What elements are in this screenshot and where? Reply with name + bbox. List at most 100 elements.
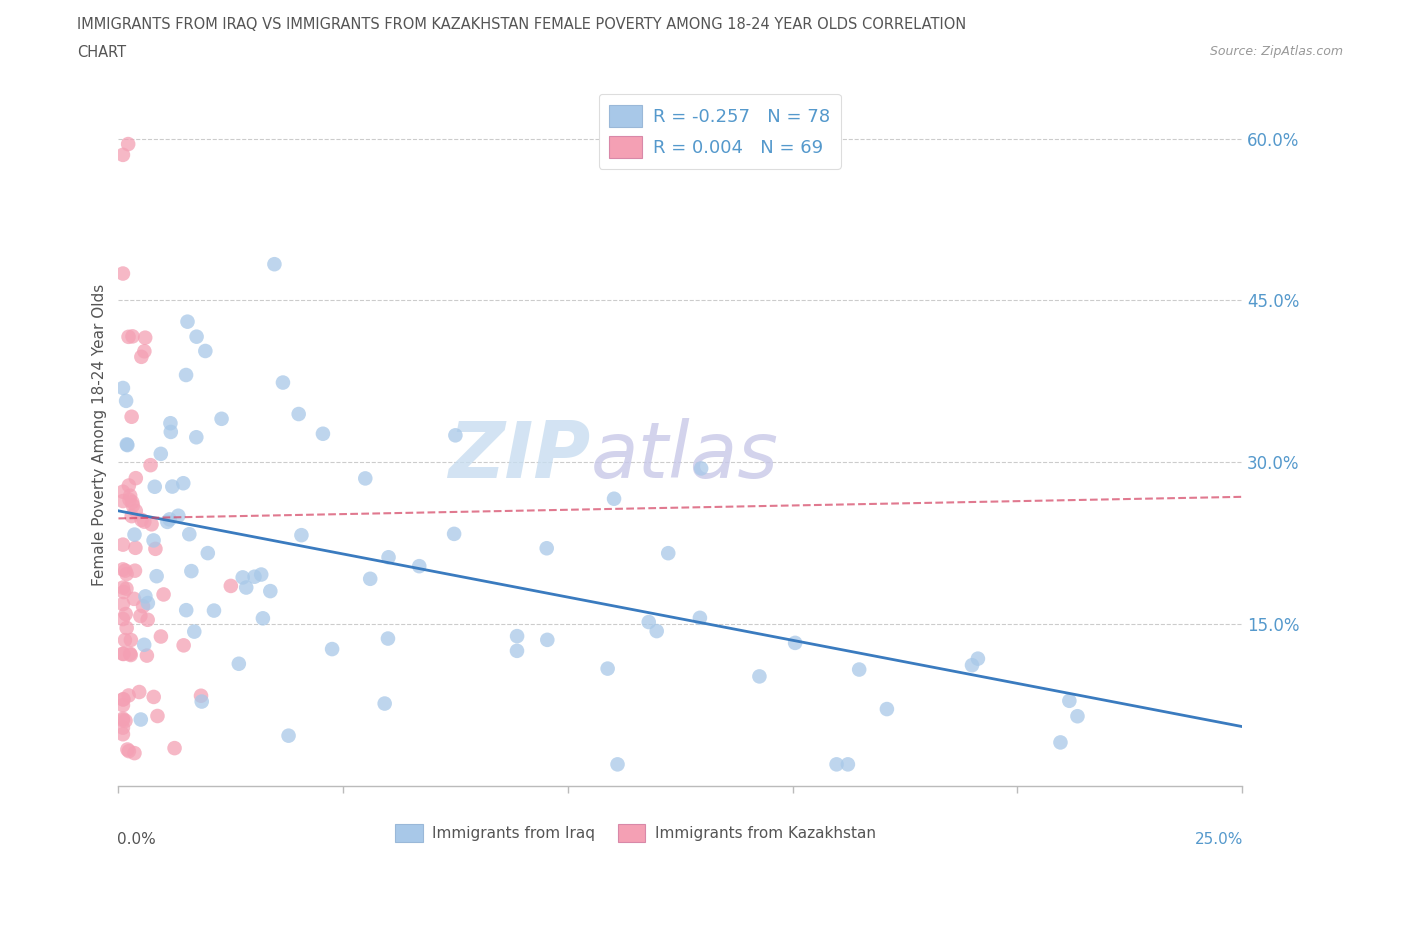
Point (163, 740, 186, 755)
Point (243, 569, 266, 584)
Text: IMMIGRANTS FROM IRAQ VS IMMIGRANTS FROM KAZAKHSTAN FEMALE POVERTY AMONG 18-24 YE: IMMIGRANTS FROM IRAQ VS IMMIGRANTS FROM … (77, 17, 966, 32)
Point (122, 591, 145, 606)
Point (202, 604, 225, 618)
Legend: Immigrants from Iraq, Immigrants from Kazakhstan: Immigrants from Iraq, Immigrants from Ka… (389, 817, 882, 848)
Point (117, 329, 139, 344)
Point (290, 527, 312, 542)
Point (111, 692, 134, 707)
Point (167, 509, 190, 524)
Point (114, 713, 136, 728)
Point (967, 651, 990, 666)
Point (506, 629, 529, 644)
Point (606, 757, 628, 772)
Point (690, 461, 713, 476)
Point (124, 564, 146, 578)
Point (785, 635, 807, 650)
Point (277, 728, 299, 743)
Point (111, 646, 134, 661)
Point (444, 428, 467, 443)
Point (142, 689, 165, 704)
Point (354, 471, 377, 485)
Point (111, 494, 134, 509)
Point (146, 709, 169, 724)
Text: atlas: atlas (591, 418, 779, 495)
Point (183, 624, 205, 639)
Point (159, 424, 181, 439)
Point (121, 498, 143, 513)
Point (141, 517, 163, 532)
Point (111, 580, 134, 595)
Text: 0.0%: 0.0% (117, 831, 156, 846)
Point (825, 757, 848, 772)
Point (111, 485, 134, 499)
Point (596, 661, 619, 676)
Point (120, 632, 142, 647)
Point (149, 629, 172, 644)
Point (848, 662, 870, 677)
Point (408, 559, 430, 574)
Point (111, 720, 134, 735)
Point (135, 648, 157, 663)
Point (114, 564, 136, 578)
Point (124, 540, 146, 555)
Point (287, 406, 309, 421)
Point (377, 550, 399, 565)
Point (114, 632, 136, 647)
Point (250, 567, 273, 582)
Point (112, 646, 135, 661)
Point (443, 526, 465, 541)
Point (111, 266, 134, 281)
Point (145, 569, 167, 584)
Point (111, 612, 134, 627)
Point (121, 409, 143, 424)
Point (263, 257, 285, 272)
Point (162, 479, 184, 494)
Point (112, 585, 135, 600)
Point (235, 580, 257, 595)
Point (186, 430, 208, 445)
Point (118, 646, 141, 661)
Point (174, 603, 197, 618)
Point (118, 492, 141, 507)
Point (748, 669, 770, 684)
Point (159, 512, 181, 526)
Point (114, 606, 136, 621)
Point (1059, 694, 1081, 709)
Point (186, 329, 208, 344)
Text: 25.0%: 25.0% (1195, 831, 1243, 846)
Point (134, 637, 156, 652)
Point (960, 658, 983, 672)
Point (129, 712, 152, 727)
Point (115, 566, 138, 581)
Point (111, 726, 134, 741)
Point (1049, 735, 1071, 750)
Point (271, 375, 294, 390)
Point (111, 698, 134, 712)
Point (129, 608, 152, 623)
Point (1066, 709, 1088, 724)
Point (174, 367, 197, 382)
Point (156, 514, 179, 529)
Point (120, 647, 142, 662)
Point (115, 581, 138, 596)
Point (536, 632, 558, 647)
Point (152, 587, 174, 602)
Point (176, 314, 198, 329)
Point (645, 624, 668, 639)
Point (211, 411, 233, 426)
Point (111, 538, 134, 552)
Point (536, 541, 558, 556)
Point (194, 343, 217, 358)
Point (117, 137, 139, 152)
Point (115, 620, 138, 635)
Point (252, 611, 274, 626)
Point (120, 488, 142, 503)
Point (125, 503, 148, 518)
Point (190, 694, 212, 709)
Point (112, 692, 135, 707)
Point (131, 512, 153, 527)
Point (121, 509, 143, 524)
Point (219, 578, 242, 593)
Y-axis label: Female Poverty Among 18-24 Year Olds: Female Poverty Among 18-24 Year Olds (93, 285, 107, 587)
Point (312, 426, 335, 441)
